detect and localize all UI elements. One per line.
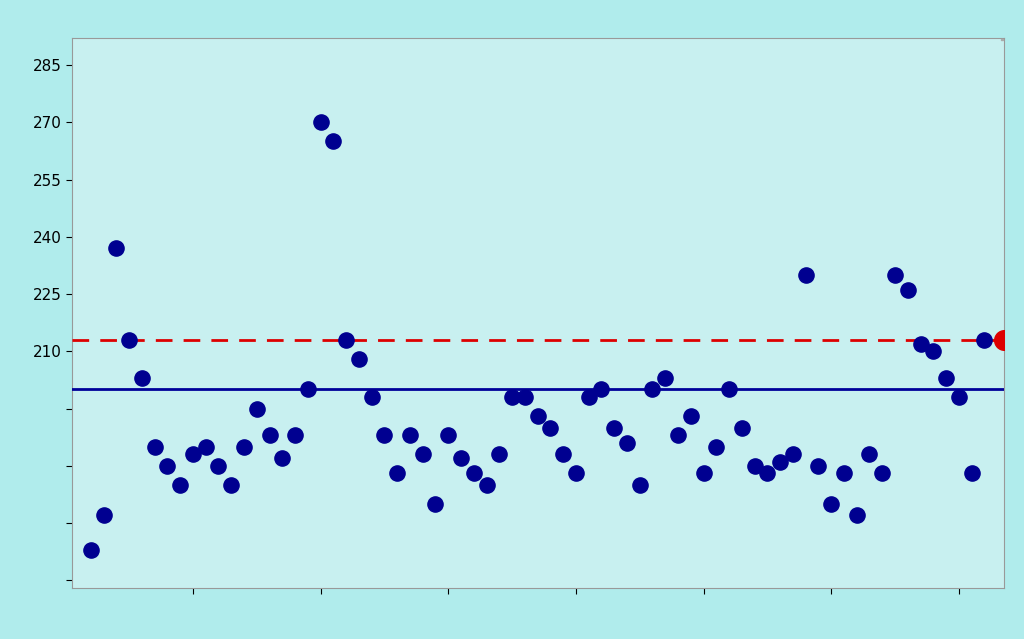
Point (964, 468, 980, 479)
Point (134, 373, 151, 383)
Point (593, 384, 609, 394)
Legend:  (1001, 39, 1002, 40)
Point (606, 422, 623, 433)
Point (721, 384, 737, 394)
Point (657, 373, 674, 383)
Point (184, 449, 201, 459)
Point (261, 430, 278, 440)
Point (389, 468, 406, 479)
Point (798, 270, 814, 280)
Point (172, 480, 188, 490)
Point (517, 392, 534, 402)
Point (567, 468, 584, 479)
Point (453, 453, 469, 463)
Point (709, 442, 725, 452)
Point (618, 438, 635, 448)
Point (159, 461, 175, 471)
Point (670, 430, 686, 440)
Point (529, 411, 546, 421)
Point (542, 422, 558, 433)
Point (338, 335, 354, 345)
Point (504, 392, 520, 402)
Point (900, 285, 916, 295)
Point (849, 511, 865, 521)
Point (95, 511, 112, 521)
Point (950, 392, 967, 402)
Point (861, 449, 878, 459)
Point (772, 457, 788, 467)
Point (350, 354, 367, 364)
Point (810, 461, 826, 471)
Point (759, 468, 775, 479)
Point (109, 243, 125, 253)
Point (874, 468, 891, 479)
Point (478, 480, 495, 490)
Point (683, 411, 699, 421)
Point (925, 346, 941, 357)
Point (287, 430, 303, 440)
Point (427, 499, 443, 509)
Point (995, 335, 1012, 345)
Point (746, 461, 763, 471)
Point (912, 339, 929, 349)
Point (581, 392, 597, 402)
Point (466, 468, 482, 479)
Point (976, 335, 992, 345)
Point (121, 335, 137, 345)
Point (784, 449, 801, 459)
Point (210, 461, 226, 471)
Point (376, 430, 392, 440)
Point (644, 384, 660, 394)
Point (364, 392, 380, 402)
Point (326, 136, 342, 146)
Point (492, 449, 508, 459)
Point (555, 449, 571, 459)
Point (300, 384, 316, 394)
Point (83, 544, 99, 555)
Point (887, 270, 903, 280)
Point (223, 480, 240, 490)
Point (632, 480, 648, 490)
Point (695, 468, 712, 479)
Point (236, 442, 252, 452)
Point (146, 442, 163, 452)
Point (823, 499, 840, 509)
Point (198, 442, 214, 452)
Point (312, 117, 329, 127)
Point (401, 430, 418, 440)
Point (440, 430, 457, 440)
Point (938, 373, 954, 383)
Point (415, 449, 431, 459)
Point (733, 422, 750, 433)
Point (274, 453, 291, 463)
Point (836, 468, 852, 479)
Point (249, 403, 265, 413)
